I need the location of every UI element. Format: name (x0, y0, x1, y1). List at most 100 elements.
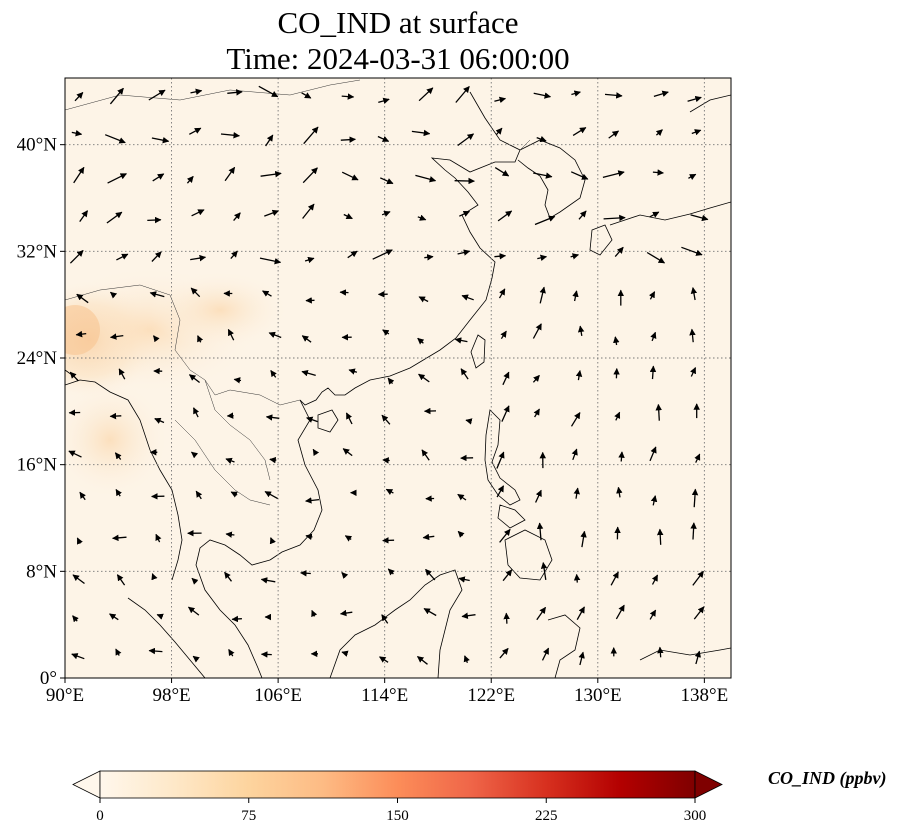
y-tick-label: 8°N (26, 561, 57, 582)
wind-arrow (646, 251, 666, 264)
wind-arrow (454, 337, 468, 344)
wind-arrow (500, 330, 507, 340)
wind-arrow (616, 486, 623, 498)
wind-arrow (302, 203, 315, 219)
wind-arrow (269, 537, 276, 545)
wind-arrow (109, 87, 124, 105)
border-myanmar-china (169, 294, 231, 396)
wind-arrow (305, 533, 313, 541)
coast-hokkaido (689, 94, 731, 113)
wind-arrow (342, 448, 353, 457)
wind-arrow (311, 609, 318, 618)
coast-borneo (329, 569, 463, 678)
x-tick-label: 122°E (467, 685, 515, 706)
wind-arrow (532, 323, 542, 339)
wind-arrow (190, 88, 203, 95)
wind-arrow (572, 290, 579, 302)
wind-arrow (381, 414, 391, 425)
y-tick-label: 32°N (17, 241, 58, 262)
wind-arrow (499, 528, 511, 543)
wind-arrow (649, 446, 657, 462)
field-plume-south (65, 380, 170, 500)
wind-arrow (502, 371, 510, 386)
wind-arrow (652, 169, 664, 176)
wind-arrow (604, 92, 623, 99)
wind-arrow (187, 606, 200, 616)
wind-arrow (650, 331, 657, 342)
wind-arrow (614, 246, 624, 258)
wind-arrow (655, 403, 662, 421)
wind-arrow (303, 126, 319, 145)
wind-arrow (533, 408, 540, 418)
coast-taiwan (470, 334, 486, 369)
wind-arrow (615, 604, 625, 620)
wind-arrow (378, 97, 390, 105)
wind-arrow (457, 133, 475, 147)
x-tick-label: 114°E (361, 685, 408, 706)
wind-arrow (79, 491, 86, 501)
wind-arrow (109, 333, 124, 340)
wind-arrow (418, 296, 429, 303)
colorbar-extend-low (72, 770, 101, 799)
wind-arrow (264, 491, 279, 500)
wind-arrow (118, 368, 126, 380)
wind-arrow (610, 571, 619, 586)
wind-arrow (465, 418, 473, 425)
wind-arrow (79, 210, 89, 222)
coast-sulawesi (547, 614, 581, 678)
wind-arrow (535, 489, 542, 503)
y-tick-label: 40°N (17, 135, 58, 156)
colorbar-ticks: 0 75 150 225 300 (96, 798, 706, 824)
coast-indochina-gulf (195, 539, 271, 678)
map-title-line-1: CO_IND at surface (277, 5, 519, 40)
wind-arrow (151, 573, 158, 581)
y-axis-ticks: 40°N 32°N 24°N 16°N 8°N 0° (17, 135, 65, 689)
wind-arrow (415, 174, 437, 183)
gridlines (65, 78, 731, 678)
wind-arrow (417, 337, 425, 345)
wind-arrow (494, 167, 510, 177)
wind-arrow (570, 253, 580, 260)
wind-arrow (379, 656, 389, 663)
border-laos (204, 379, 271, 481)
wind-arrow (421, 449, 430, 461)
wind-arrow (458, 576, 470, 583)
colorbar-tick-label: 150 (386, 808, 409, 824)
coast-china (299, 91, 521, 406)
wind-arrow (691, 488, 699, 508)
wind-arrow (602, 170, 625, 179)
wind-arrow (69, 371, 79, 382)
wind-arrow (580, 530, 587, 548)
wind-arrow (573, 573, 581, 583)
wind-arrow (578, 210, 587, 220)
wind-arrow (75, 330, 87, 338)
coast-korea (517, 139, 586, 219)
country-borders (65, 79, 531, 506)
wind-arrow (603, 214, 626, 222)
wind-arrow (152, 173, 165, 182)
coast-mindanao (504, 529, 553, 581)
colorbar-tick-label: 300 (684, 808, 707, 824)
wind-arrow (155, 533, 162, 543)
wind-arrow (496, 485, 505, 498)
wind-arrow (690, 214, 709, 222)
wind-arrow (230, 250, 238, 260)
wind-arrow (304, 256, 315, 264)
wind-arrow (571, 448, 578, 461)
wind-arrow (227, 328, 235, 341)
coast-luzon (484, 409, 521, 506)
wind-arrow (224, 571, 233, 582)
wind-arrow (688, 173, 697, 180)
border-vietnam-laos (229, 389, 301, 406)
wind-arrow (692, 570, 704, 586)
wind-arrow (657, 646, 664, 658)
wind-arrow (570, 171, 589, 180)
wind-arrow (188, 374, 200, 384)
wind-arrow (191, 209, 205, 217)
wind-arrow (302, 167, 318, 184)
wind-arrow (614, 411, 621, 421)
wind-arrow (381, 614, 389, 624)
wind-arrow (499, 647, 509, 659)
wind-arrow (228, 648, 235, 657)
